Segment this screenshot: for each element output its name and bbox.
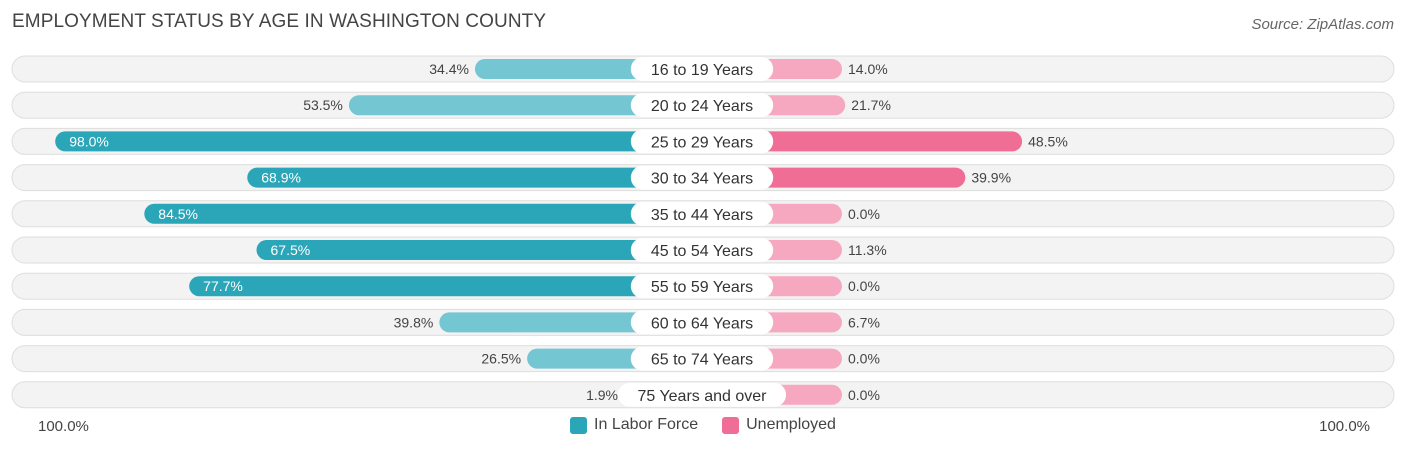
category-pill	[630, 201, 774, 226]
bar-in-labor-force	[348, 95, 702, 116]
bar-unemployed	[702, 131, 1023, 152]
legend-item-unemployed: Unemployed	[722, 416, 836, 434]
bar-in-labor-force	[256, 240, 702, 260]
category-label: 75 Years and over	[638, 388, 768, 405]
data-label-in-labor-force: 53.5%	[303, 97, 343, 113]
data-label-in-labor-force: 34.4%	[429, 61, 469, 77]
category-pill	[630, 57, 774, 81]
data-label-in-labor-force: 68.9%	[261, 170, 301, 186]
data-label-in-labor-force: 98.0%	[69, 133, 109, 149]
category-label: 30 to 34 Years	[651, 171, 753, 188]
category-pill	[630, 346, 774, 371]
legend-label-labor: In Labor Force	[594, 416, 699, 433]
data-label-unemployed: 0.0%	[848, 387, 880, 403]
legend: In Labor Force Unemployed	[0, 416, 1406, 434]
category-label: 65 to 74 Years	[651, 352, 753, 369]
source-credit: Source: ZipAtlas.com	[1251, 16, 1394, 33]
data-label-in-labor-force: 84.5%	[158, 206, 198, 222]
legend-swatch-unemployed	[722, 416, 740, 434]
data-label-in-labor-force: 26.5%	[481, 351, 521, 367]
bar-in-labor-force	[247, 167, 702, 188]
data-label-in-labor-force: 77.7%	[203, 278, 243, 294]
data-label-unemployed: 11.3%	[848, 242, 887, 258]
chart-title: EMPLOYMENT STATUS BY AGE IN WASHINGTON C…	[12, 11, 547, 32]
data-label-unemployed: 14.0%	[848, 61, 888, 77]
bar-in-labor-force	[144, 203, 703, 224]
category-pill	[630, 93, 774, 118]
category-label: 25 to 29 Years	[651, 134, 753, 151]
category-label: 45 to 54 Years	[651, 243, 753, 260]
category-label: 16 to 19 Years	[651, 62, 753, 79]
axis-left-label: 100.0%	[38, 418, 89, 435]
bar-in-labor-force	[55, 131, 702, 152]
data-label-unemployed: 0.0%	[848, 278, 880, 294]
data-label-unemployed: 0.0%	[848, 351, 880, 367]
category-label: 35 to 44 Years	[651, 207, 753, 224]
category-label: 20 to 24 Years	[651, 98, 753, 115]
category-pill	[630, 165, 774, 190]
legend-item-labor: In Labor Force	[570, 416, 698, 434]
category-pill	[630, 238, 774, 262]
legend-swatch-labor	[570, 416, 588, 434]
category-pill	[617, 382, 787, 407]
data-label-in-labor-force: 67.5%	[271, 242, 311, 258]
data-label-unemployed: 48.5%	[1028, 133, 1068, 149]
data-label-in-labor-force: 1.9%	[586, 387, 618, 403]
category-label: 60 to 64 Years	[651, 315, 753, 332]
category-label: 55 to 59 Years	[651, 279, 753, 296]
axis-right-label: 100.0%	[1319, 418, 1370, 435]
data-label-unemployed: 21.7%	[851, 97, 891, 113]
bar-in-labor-force	[189, 276, 702, 297]
category-pill	[630, 274, 774, 299]
data-label-unemployed: 6.7%	[848, 314, 880, 330]
legend-label-unemployed: Unemployed	[746, 416, 836, 433]
data-label-unemployed: 39.9%	[971, 170, 1011, 186]
category-pill	[630, 129, 774, 154]
category-pill	[630, 310, 774, 335]
data-label-unemployed: 0.0%	[848, 206, 880, 222]
data-label-in-labor-force: 39.8%	[394, 314, 434, 330]
